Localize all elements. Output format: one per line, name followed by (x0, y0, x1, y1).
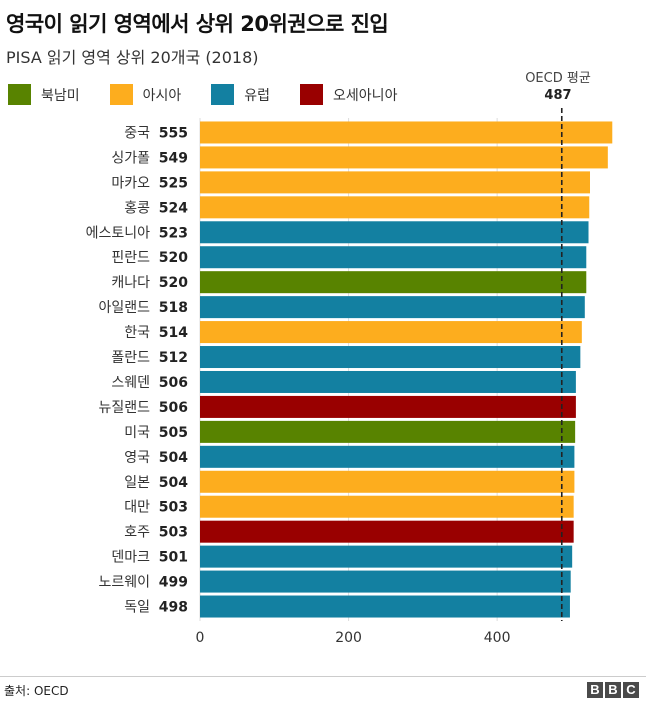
value-label-4: 523 (159, 225, 188, 241)
category-label-6: 캐나다 (111, 275, 150, 291)
legend-label-asia: 아시아 (142, 87, 182, 104)
bar-18 (200, 570, 571, 593)
legend-swatch-americas (8, 84, 31, 105)
category-label-15: 대만 (124, 500, 150, 516)
value-label-0: 555 (159, 125, 188, 141)
legend-swatch-oceania (300, 84, 324, 105)
category-label-18: 노르웨이 (98, 575, 150, 591)
value-label-5: 520 (159, 250, 188, 266)
bar-7 (200, 296, 585, 319)
bar-3 (200, 196, 590, 219)
bbc-logo: B B C (585, 682, 639, 698)
footer-divider (0, 676, 646, 677)
bar-13 (200, 445, 575, 468)
chart-title: 영국이 읽기 영역에서 상위 20위권으로 진입 (6, 12, 389, 36)
category-label-3: 홍콩 (124, 200, 150, 216)
category-label-16: 호주 (124, 525, 150, 541)
bar-8 (200, 321, 582, 344)
bbc-logo-letter-2: B (605, 682, 621, 698)
value-label-18: 499 (159, 575, 188, 591)
legend-item-oceania: 오세아니아 (300, 84, 397, 105)
category-label-10: 스웨덴 (111, 375, 150, 391)
category-label-19: 독일 (124, 600, 150, 616)
value-label-10: 506 (159, 375, 188, 391)
value-label-16: 503 (159, 525, 188, 541)
value-label-13: 504 (159, 450, 188, 466)
bar-16 (200, 520, 574, 543)
bar-2 (200, 171, 590, 194)
category-label-11: 뉴질랜드 (98, 400, 150, 416)
bar-19 (200, 595, 570, 618)
category-label-4: 에스토니아 (86, 225, 151, 241)
oecd-average-value: 487 (544, 88, 572, 103)
legend-label-europe: 유럽 (244, 87, 271, 104)
category-label-13: 영국 (124, 450, 150, 466)
x-tick-label-1: 200 (335, 630, 362, 646)
bar-1 (200, 146, 608, 169)
legend-swatch-asia (109, 84, 133, 105)
bar-9 (200, 346, 581, 369)
bar-11 (200, 395, 576, 418)
category-label-17: 덴마크 (111, 550, 150, 566)
legend-label-oceania: 오세아니아 (333, 87, 398, 104)
value-label-6: 520 (159, 275, 188, 291)
oecd-average-label: OECD 평균 487 (510, 70, 606, 104)
value-label-7: 518 (159, 300, 188, 316)
bar-0 (200, 121, 613, 144)
legend-item-asia: 아시아 (109, 84, 182, 105)
bar-14 (200, 470, 575, 493)
bar-4 (200, 221, 589, 244)
bar-17 (200, 545, 573, 568)
value-label-3: 524 (159, 200, 188, 216)
value-label-14: 504 (159, 475, 188, 491)
x-tick-label-0: 0 (196, 630, 205, 646)
value-label-11: 506 (159, 400, 188, 416)
bar-15 (200, 495, 574, 518)
category-label-14: 일본 (124, 475, 150, 491)
value-label-1: 549 (159, 150, 188, 166)
category-label-12: 미국 (124, 425, 150, 441)
bar-10 (200, 370, 576, 393)
value-label-2: 525 (159, 175, 188, 191)
value-label-17: 501 (159, 550, 188, 566)
bar-6 (200, 271, 587, 294)
source-note: 출처: OECD (4, 684, 69, 698)
bbc-logo-letter-1: B (587, 682, 603, 698)
legend-item-europe: 유럽 (211, 84, 270, 105)
value-label-9: 512 (159, 350, 188, 366)
legend-item-americas: 북남미 (8, 84, 80, 105)
value-label-15: 503 (159, 500, 188, 516)
category-label-8: 한국 (124, 325, 150, 341)
oecd-average-title: OECD 평균 (525, 71, 591, 86)
category-label-5: 핀란드 (111, 250, 150, 266)
category-label-1: 싱가폴 (111, 150, 150, 166)
bar-5 (200, 246, 587, 269)
x-tick-label-2: 400 (484, 630, 511, 646)
category-label-7: 아일랜드 (98, 300, 150, 316)
legend: 북남미 아시아 유럽 오세아니아 (8, 84, 427, 105)
value-label-19: 498 (159, 600, 188, 616)
bar-12 (200, 420, 576, 443)
value-label-8: 514 (159, 325, 188, 341)
category-label-2: 마카오 (111, 175, 150, 191)
category-label-9: 폴란드 (111, 350, 150, 366)
chart-subtitle: PISA 읽기 영역 상위 20개국 (2018) (6, 48, 259, 67)
category-label-0: 중국 (124, 125, 150, 141)
legend-swatch-europe (211, 84, 235, 105)
bbc-logo-letter-3: C (623, 682, 639, 698)
legend-label-americas: 북남미 (41, 87, 80, 104)
value-label-12: 505 (159, 425, 188, 441)
